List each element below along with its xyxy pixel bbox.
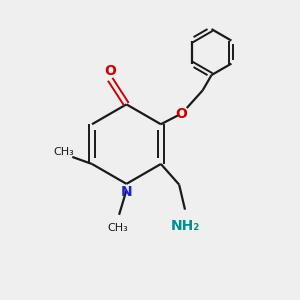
Text: CH₃: CH₃ xyxy=(53,147,74,157)
Text: O: O xyxy=(104,64,116,78)
Text: CH₃: CH₃ xyxy=(107,223,128,233)
Text: O: O xyxy=(176,107,188,121)
Text: NH₂: NH₂ xyxy=(170,219,200,233)
Text: N: N xyxy=(121,185,132,199)
